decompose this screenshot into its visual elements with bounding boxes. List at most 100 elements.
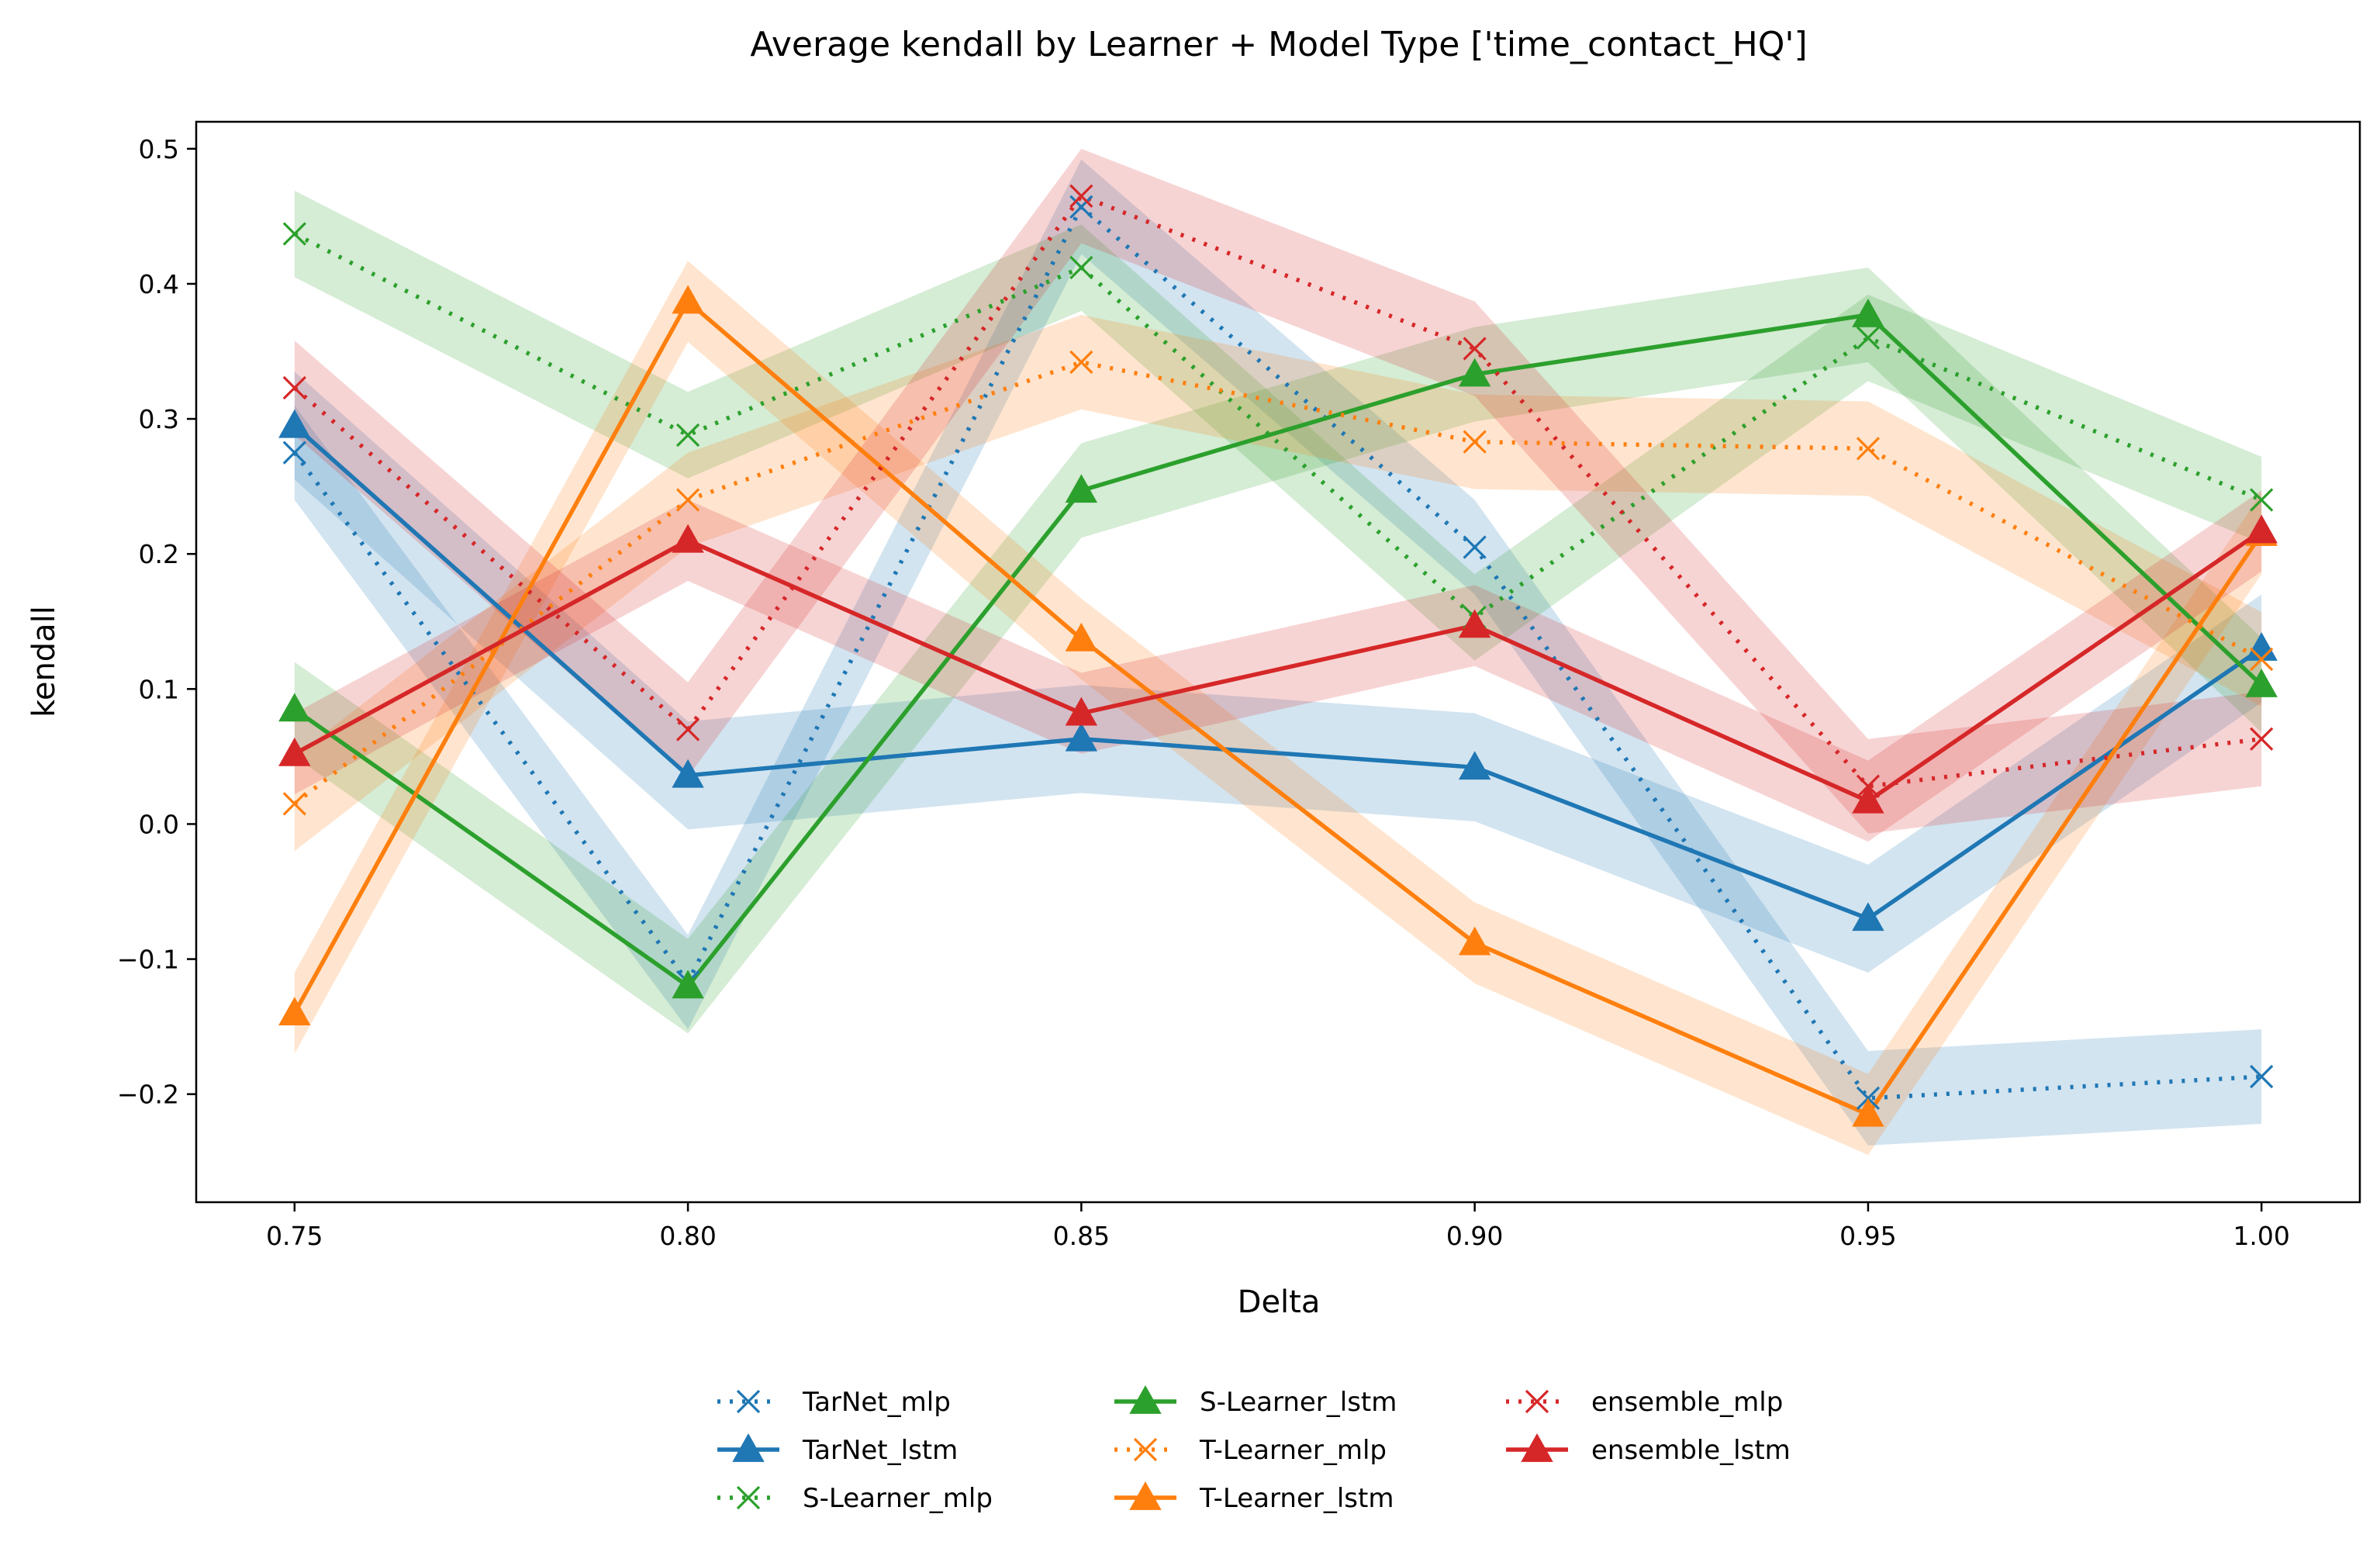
chart-title: Average kendall by Learner + Model Type … [750,25,1807,64]
point-ensemble-lstm [278,737,311,766]
y-tick-label: 0.2 [139,539,179,569]
point-ensemble-lstm [672,524,704,553]
legend-marker [1129,1384,1162,1414]
legend-marker [736,1389,761,1414]
y-tick-label: 0.5 [139,134,179,164]
legend-item-t-learner-mlp: T-Learner_mlp [1114,1435,1387,1466]
point-tarnet-lstm [672,759,704,788]
point-t-learner-lstm [278,997,311,1026]
x-tick-label: 0.95 [1839,1221,1896,1251]
y-tick-label: 0.0 [139,809,179,839]
point-tarnet-mlp [1069,195,1093,219]
x-axis-label: Delta [1238,1284,1321,1320]
point-ensemble-lstm [1852,784,1884,814]
point-s-learner-lstm [2245,669,2278,697]
y-tick-label: −0.1 [117,945,179,975]
legend-label: S-Learner_mlp [803,1483,993,1514]
point-t-learner-lstm [672,285,704,314]
point-tarnet-lstm [278,409,311,438]
x-axis-ticks: 0.75 0.80 0.85 0.90 0.95 1.00 [266,1202,2290,1251]
band-s-learner-mlp [294,190,2262,661]
line-s-learner-mlp [293,232,2263,620]
line-tarnet-mlp [292,204,2262,1101]
line-tarnet-lstm [292,423,2263,921]
legend-label: ensemble_lstm [1591,1435,1791,1466]
point-ensemble-mlp [1463,337,1487,361]
legend-marker [1133,1437,1158,1462]
point-t-learner-mlp [1856,437,1881,461]
point-ensemble-lstm [1065,696,1098,726]
band-ensemble-lstm [294,490,2262,842]
point-ensemble-mlp [675,717,700,741]
point-tarnet-mlp [2250,1064,2274,1089]
y-tick-label: 0.1 [139,674,179,704]
y-axis-ticks: −0.2 −0.1 0.0 0.1 0.2 0.3 0.4 0.5 [117,134,196,1110]
point-tarnet-lstm [1065,722,1098,752]
legend-item-t-learner-lstm: T-Learner_lstm [1114,1481,1394,1514]
point-s-learner-mlp [1856,326,1881,350]
point-ensemble-lstm [2245,514,2278,544]
legend-item-ensemble-mlp: ensemble_mlp [1506,1387,1783,1418]
point-t-learner-mlp [282,792,306,816]
x-tick-label: 0.90 [1446,1221,1503,1251]
point-t-learner-mlp [2250,647,2274,672]
legend-label: T-Learner_mlp [1199,1435,1387,1466]
point-s-learner-mlp [282,222,306,246]
legend-label: ensemble_mlp [1591,1387,1783,1418]
y-axis-label: kendall [26,606,62,717]
point-t-learner-lstm [1458,926,1491,956]
series-markers [278,184,2278,1127]
point-s-learner-mlp [675,423,700,448]
line-s-learner-lstm [293,313,2264,989]
legend: TarNet_mlp TarNet_lstm S-Learner_mlp S-Lear… [717,1384,1791,1514]
point-s-learner-lstm [278,693,311,722]
legend-item-ensemble-lstm: ensemble_lstm [1506,1433,1791,1466]
point-s-learner-mlp [1069,255,1093,280]
point-s-learner-lstm [1065,474,1098,503]
point-t-learner-lstm [1065,622,1098,652]
point-tarnet-lstm [1852,902,1884,932]
legend-label: S-Learner_lstm [1200,1387,1397,1418]
point-s-learner-lstm [1458,358,1491,387]
legend-item-s-learner-mlp: S-Learner_mlp [717,1483,993,1514]
line-ensemble-mlp [293,194,2262,789]
legend-item-s-learner-lstm: S-Learner_lstm [1114,1384,1397,1418]
y-tick-label: 0.3 [139,404,179,434]
legend-item-tarnet-mlp: TarNet_mlp [717,1387,951,1418]
series-lines [292,194,2264,1117]
legend-marker [736,1485,761,1510]
x-tick-label: 0.80 [659,1221,716,1251]
band-ensemble-mlp [294,148,2262,834]
legend-label: TarNet_mlp [802,1387,951,1418]
point-tarnet-lstm [1458,751,1491,780]
point-ensemble-mlp [2250,727,2274,751]
y-tick-label: −0.2 [117,1080,179,1110]
legend-marker [1129,1481,1162,1510]
x-tick-label: 1.00 [2233,1221,2289,1251]
legend-label: T-Learner_lstm [1199,1483,1394,1514]
plot-frame [195,120,2361,1204]
point-tarnet-mlp [282,441,306,465]
point-s-learner-mlp [2250,488,2274,512]
point-t-learner-lstm [1852,1097,1884,1127]
legend-label: TarNet_lstm [802,1435,958,1466]
legend-marker [732,1433,765,1462]
x-tick-label: 0.75 [266,1221,323,1251]
confidence-bands [294,148,2262,1156]
point-t-learner-mlp [1463,430,1487,454]
band-s-learner-lstm [294,268,2262,1034]
point-ensemble-mlp [1069,184,1093,208]
point-s-learner-lstm [672,970,704,999]
line-t-learner-lstm [292,299,2264,1117]
point-t-learner-mlp [1069,350,1093,375]
band-tarnet-mlp [294,159,2262,1146]
point-ensemble-mlp [282,375,306,400]
legend-marker [1525,1389,1549,1414]
point-t-learner-mlp [675,488,700,512]
point-tarnet-mlp [1463,535,1487,559]
band-t-learner-mlp [294,314,2262,852]
legend-item-tarnet-lstm: TarNet_lstm [717,1433,958,1466]
point-s-learner-lstm [1852,298,1884,327]
y-tick-label: 0.4 [139,269,179,299]
